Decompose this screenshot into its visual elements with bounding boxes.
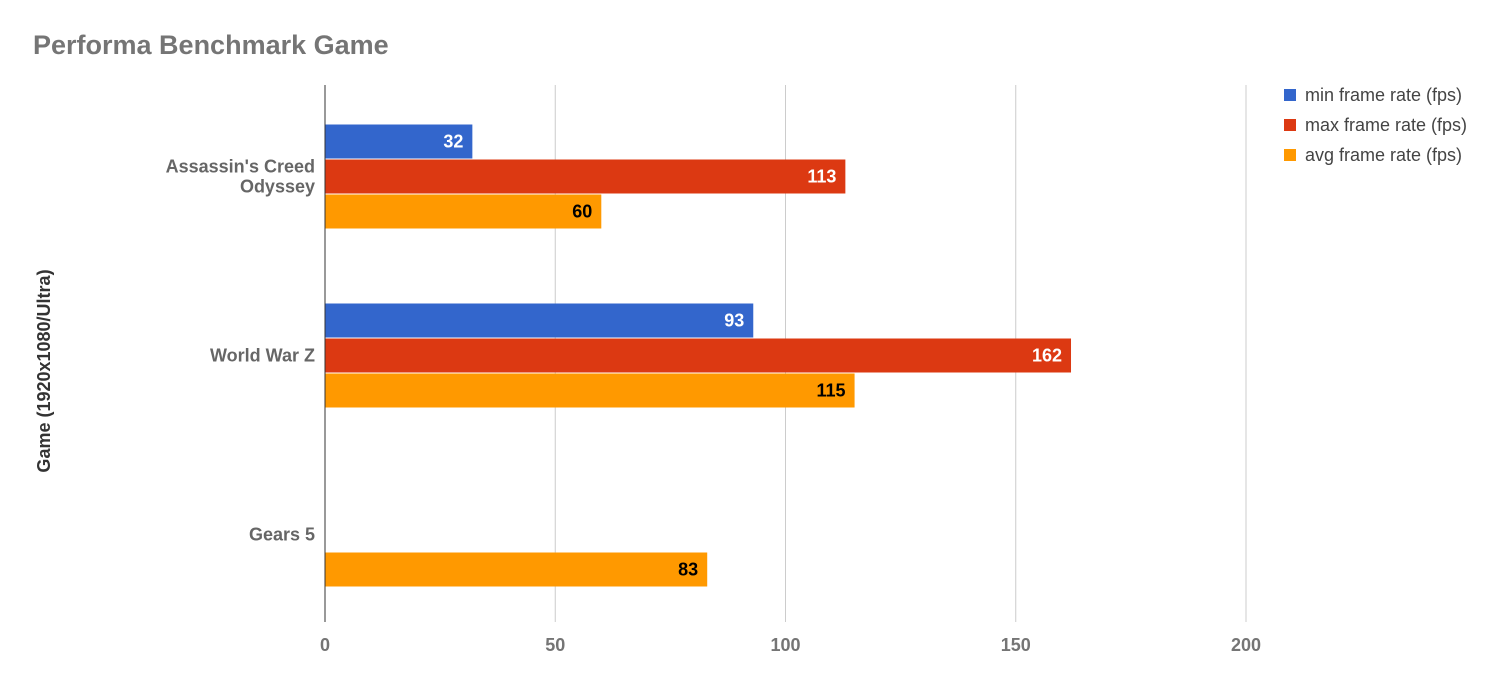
bar-value-label: 113: [807, 167, 836, 187]
chart-title: Performa Benchmark Game: [33, 30, 389, 60]
x-tick-label: 0: [320, 635, 330, 655]
bars: 32 113 60 93 162 115 83: [325, 124, 1072, 587]
legend-swatch: [1284, 119, 1296, 131]
bar-value-label: 93: [724, 311, 744, 331]
bar-value-label: 32: [443, 132, 463, 152]
legend-swatch: [1284, 89, 1296, 101]
bar: [325, 159, 846, 194]
x-tick-label: 50: [545, 635, 565, 655]
x-tick-label: 100: [770, 635, 800, 655]
category-label: Gears 5: [249, 525, 315, 545]
bar: [325, 552, 708, 587]
bar: [325, 303, 754, 338]
bar: [325, 124, 473, 159]
legend-label: max frame rate (fps): [1305, 115, 1467, 135]
bar-value-label: 162: [1032, 346, 1062, 366]
legend-swatch: [1284, 149, 1296, 161]
x-tick-label: 150: [1001, 635, 1031, 655]
category-labels: Assassin's Creed Odyssey World War Z Gears …: [166, 157, 315, 545]
y-axis-title: Game (1920x1080/Ultra): [34, 269, 54, 472]
bar: [325, 373, 855, 408]
category-label: Assassin's Creed Odyssey: [166, 157, 315, 197]
x-tick-label: 200: [1231, 635, 1261, 655]
category-label: World War Z: [210, 346, 315, 366]
bar: [325, 194, 602, 229]
bar-value-label: 83: [678, 560, 698, 580]
bar-value-label: 115: [817, 381, 846, 401]
bar-value-label: 60: [572, 202, 592, 222]
x-tick-labels: 0 50 100 150 200: [320, 635, 1261, 655]
bar: [325, 338, 1072, 373]
legend-label: min frame rate (fps): [1305, 85, 1462, 105]
legend: min frame rate (fps) max frame rate (fps)…: [1284, 85, 1467, 165]
legend-label: avg frame rate (fps): [1305, 145, 1462, 165]
